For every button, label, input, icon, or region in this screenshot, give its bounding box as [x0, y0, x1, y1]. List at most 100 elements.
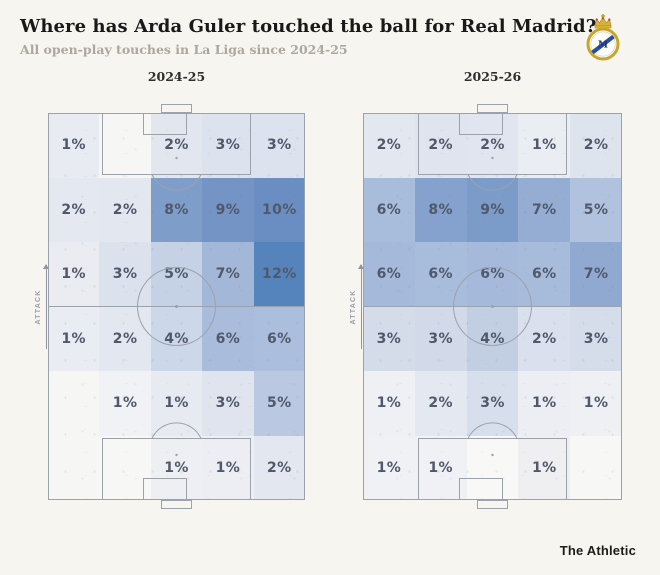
heat-cell: 2% — [150, 113, 203, 178]
heat-cell: 7% — [518, 177, 571, 242]
cell-percent: 1% — [376, 459, 402, 476]
heat-cell: 2% — [363, 113, 415, 178]
heat-cell: 2% — [466, 113, 519, 178]
cell-percent: 5% — [267, 395, 292, 412]
attack-arrow-icon — [43, 263, 49, 349]
cell-percent: 2% — [428, 137, 453, 154]
heat-cell: 4% — [150, 306, 203, 371]
cell-percent: 1% — [164, 459, 189, 476]
cell-percent: 3% — [376, 330, 402, 347]
cell-percent: 3% — [583, 330, 609, 347]
heat-cell: 1% — [570, 371, 622, 436]
heat-cell — [99, 435, 151, 500]
heat-cell: 2% — [414, 113, 467, 178]
cell-percent: 9% — [480, 201, 505, 218]
cell-percent: 7% — [583, 266, 609, 283]
cell-percent: 7% — [215, 266, 241, 283]
svg-text:M: M — [598, 41, 608, 51]
heat-cell: 8% — [414, 177, 467, 242]
cell-percent: 1% — [532, 459, 557, 476]
real-madrid-crest-icon: M — [586, 14, 620, 61]
cell-percent: 1% — [215, 459, 241, 476]
season-label-2025-26: 2025-26 — [463, 69, 522, 84]
heat-cell: 6% — [202, 306, 254, 371]
heat-cell: 6% — [363, 242, 415, 307]
heat-cell: 1% — [363, 371, 415, 436]
heat-cell: 1% — [414, 435, 467, 500]
heat-cell: 2% — [518, 306, 571, 371]
cell-percent: 3% — [428, 330, 453, 347]
cell-percent: 7% — [532, 201, 557, 218]
heat-cell: 12% — [253, 242, 305, 307]
cell-percent: 1% — [164, 395, 189, 412]
heat-cell — [570, 435, 622, 500]
cell-percent: 6% — [376, 266, 402, 283]
heat-cell — [99, 113, 151, 178]
heat-cell: 2% — [570, 113, 622, 178]
season-label-2024-25: 2024-25 — [147, 69, 206, 84]
heat-cell: 10% — [253, 177, 305, 242]
cell-percent: 5% — [164, 266, 189, 283]
heat-cell: 3% — [202, 371, 254, 436]
heat-cell: 8% — [150, 177, 203, 242]
heat-cell: 3% — [202, 113, 254, 178]
cell-percent: 6% — [428, 266, 453, 283]
cell-percent: 8% — [428, 201, 453, 218]
heat-cell: 2% — [253, 435, 305, 500]
cell-percent: 6% — [215, 330, 241, 347]
cell-percent: 4% — [480, 330, 505, 347]
heat-cell: 5% — [150, 242, 203, 307]
cell-percent: 1% — [61, 330, 86, 347]
cell-percent: 8% — [164, 201, 189, 218]
page-title: Where has Arda Guler touched the ball fo… — [20, 16, 597, 37]
heat-cell: 3% — [466, 371, 519, 436]
cell-percent: 2% — [583, 137, 609, 154]
heat-cell: 6% — [414, 242, 467, 307]
cell-percent: 1% — [61, 266, 86, 283]
heat-cell: 5% — [570, 177, 622, 242]
attack-label: Attack — [35, 289, 42, 324]
attack-label: Attack — [350, 289, 357, 324]
cell-percent: 2% — [267, 459, 292, 476]
heat-cell: 7% — [202, 242, 254, 307]
heat-cell: 9% — [202, 177, 254, 242]
heat-cell: 2% — [48, 177, 100, 242]
heat-cell: 1% — [48, 113, 100, 178]
cell-percent: 5% — [583, 201, 609, 218]
heat-cell — [48, 371, 100, 436]
cell-percent: 3% — [215, 395, 241, 412]
heat-cell — [466, 435, 519, 500]
cell-percent: 6% — [480, 266, 505, 283]
cell-percent: 9% — [215, 201, 241, 218]
heat-cell: 2% — [99, 177, 151, 242]
heat-cell: 1% — [48, 242, 100, 307]
heat-cell: 9% — [466, 177, 519, 242]
cell-percent: 1% — [583, 395, 609, 412]
cell-percent: 2% — [532, 330, 557, 347]
heat-grid: 1% 2% 3% 3% 2% 2% 8% 9% 10% 1% 3% 5% 7% 12% 1% 2% 4% 6% 6%… — [48, 113, 305, 500]
heat-cell: 1% — [518, 435, 571, 500]
attack-direction-indicator: Attack — [350, 263, 364, 349]
cell-percent: 2% — [376, 137, 402, 154]
heat-cell: 1% — [99, 371, 151, 436]
heat-cell: 3% — [414, 306, 467, 371]
cell-percent: 2% — [164, 137, 189, 154]
heat-cell: 6% — [253, 306, 305, 371]
cell-percent: 6% — [376, 201, 402, 218]
cell-percent: 1% — [112, 395, 138, 412]
heat-cell: 3% — [99, 242, 151, 307]
cell-percent: 1% — [532, 137, 557, 154]
heat-cell: 1% — [518, 113, 571, 178]
heat-cell: 3% — [570, 306, 622, 371]
cell-percent: 10% — [261, 201, 297, 218]
heat-cell: 6% — [363, 177, 415, 242]
heat-cell: 6% — [518, 242, 571, 307]
heat-cell: 2% — [99, 306, 151, 371]
attack-direction-indicator: Attack — [35, 263, 49, 349]
page-subtitle: All open-play touches in La Liga since 2… — [20, 42, 348, 57]
cell-percent: 3% — [215, 137, 241, 154]
cell-percent: 2% — [61, 201, 86, 218]
heat-cell: 2% — [414, 371, 467, 436]
heat-cell: 7% — [570, 242, 622, 307]
